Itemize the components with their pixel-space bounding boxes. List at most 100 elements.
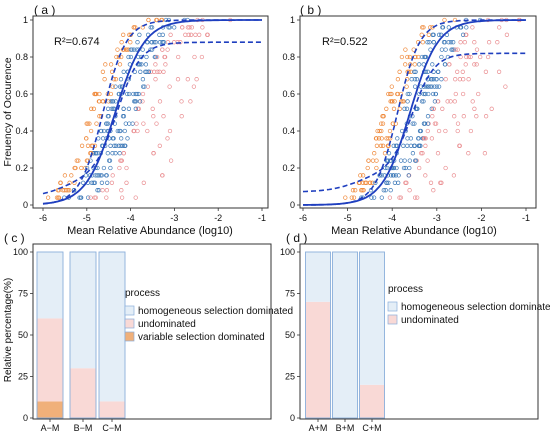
scatter-point — [124, 180, 129, 185]
scatter-point — [393, 173, 399, 178]
scatter-point — [141, 121, 146, 126]
scatter-point — [54, 195, 60, 200]
y-tick-label: 25 — [285, 372, 295, 382]
scatter-point — [55, 188, 61, 193]
scatter-point — [122, 128, 127, 134]
scatter-point — [412, 62, 417, 67]
scatter-point — [88, 128, 94, 134]
scatter-point — [78, 195, 83, 200]
scatter-point — [153, 40, 158, 45]
scatter-point — [133, 25, 138, 30]
scatter-point — [429, 106, 434, 111]
scatter-point — [128, 54, 134, 60]
scatter-point — [419, 99, 425, 104]
scatter-point — [117, 165, 122, 171]
scatter-point — [428, 84, 433, 89]
scatter-point — [405, 99, 410, 104]
scatter-point — [451, 173, 457, 178]
scatter-point — [140, 77, 146, 82]
scatter-point — [103, 62, 108, 67]
scatter-point — [379, 136, 384, 141]
scatter-point — [386, 136, 391, 141]
scatter-point — [457, 143, 462, 148]
scatter-point — [421, 25, 426, 30]
scatter-point — [461, 114, 466, 119]
scatter-point — [452, 114, 457, 119]
scatter-point — [179, 114, 184, 119]
scatter-point — [373, 180, 378, 185]
scatter-point — [464, 54, 469, 60]
scatter-point — [127, 121, 132, 126]
scatter-point — [140, 47, 145, 52]
scatter-point — [121, 69, 126, 74]
scatter-point — [403, 47, 408, 52]
x-tick-label: -6 — [39, 213, 47, 223]
scatter-point — [466, 77, 471, 82]
scatter-point — [386, 91, 391, 97]
x-tick-label: -4 — [127, 213, 135, 223]
scatter-point — [401, 99, 406, 104]
scatter-point — [138, 69, 143, 74]
scatter-point — [379, 195, 384, 200]
scatter-point — [468, 54, 473, 60]
bar-panel-d: ( d ) 0 25 50 75 100 A+M B+M C+M process homoge… — [280, 231, 550, 433]
scatter-point — [140, 91, 146, 97]
legend-item-label: homogeneous selection dominated — [138, 306, 293, 317]
bar-outline — [69, 251, 97, 419]
scatter-point — [123, 143, 128, 148]
scatter-point — [113, 84, 118, 89]
y-tick-label: 0 — [290, 200, 295, 210]
scatter-point — [426, 32, 431, 37]
scatter-point — [432, 84, 437, 89]
scatter-point — [405, 136, 410, 141]
scatter-point — [374, 165, 379, 171]
y-tick-label: 50 — [285, 330, 295, 340]
scatter-point — [123, 47, 129, 52]
scatter-point — [482, 151, 488, 156]
scatter-point — [463, 62, 468, 67]
scatter-point — [125, 91, 130, 97]
scatter-point — [168, 32, 173, 37]
scatter-point — [503, 84, 508, 89]
legend-title: process — [125, 288, 160, 299]
scatter-point — [445, 99, 450, 104]
scatter-point — [390, 121, 395, 126]
scatter-point — [99, 180, 105, 185]
scatter-point — [149, 25, 155, 30]
scatter-point — [89, 180, 94, 185]
scatter-point — [388, 173, 394, 178]
scatter-point — [144, 69, 149, 74]
scatter-point — [179, 99, 184, 104]
scatter-point — [474, 62, 479, 67]
bar-segment — [332, 252, 358, 418]
y-tick-label: 100 — [13, 247, 28, 257]
y-tick-label: 100 — [280, 247, 295, 257]
scatter-point — [56, 195, 62, 200]
bar-segment — [37, 252, 63, 319]
scatter-point — [157, 69, 162, 74]
scatter-point — [92, 143, 98, 148]
scatter-point — [449, 47, 454, 52]
scatter-point — [416, 136, 421, 141]
bar-segment — [70, 368, 96, 418]
scatter-point — [140, 84, 146, 89]
scatter-point — [121, 114, 127, 119]
scatter-point — [162, 54, 167, 60]
bar-segment — [305, 252, 331, 302]
scatter-point — [141, 180, 146, 185]
scatter-point — [397, 106, 402, 111]
scatter-point — [160, 47, 165, 52]
scatter-point — [413, 69, 418, 74]
y-tick-label: 75 — [285, 289, 295, 299]
scatter-point — [134, 47, 139, 52]
scatter-point — [429, 84, 434, 89]
x-tick-label: -1 — [258, 213, 266, 223]
legend-swatch — [387, 314, 398, 325]
scatter-point — [188, 32, 194, 37]
bar-segment — [359, 252, 385, 385]
scatter-point — [172, 25, 177, 30]
panel-d-label: ( d ) — [286, 231, 307, 245]
scatter-point — [455, 47, 460, 52]
scatter-point — [370, 180, 375, 185]
scatter-point — [410, 121, 415, 126]
